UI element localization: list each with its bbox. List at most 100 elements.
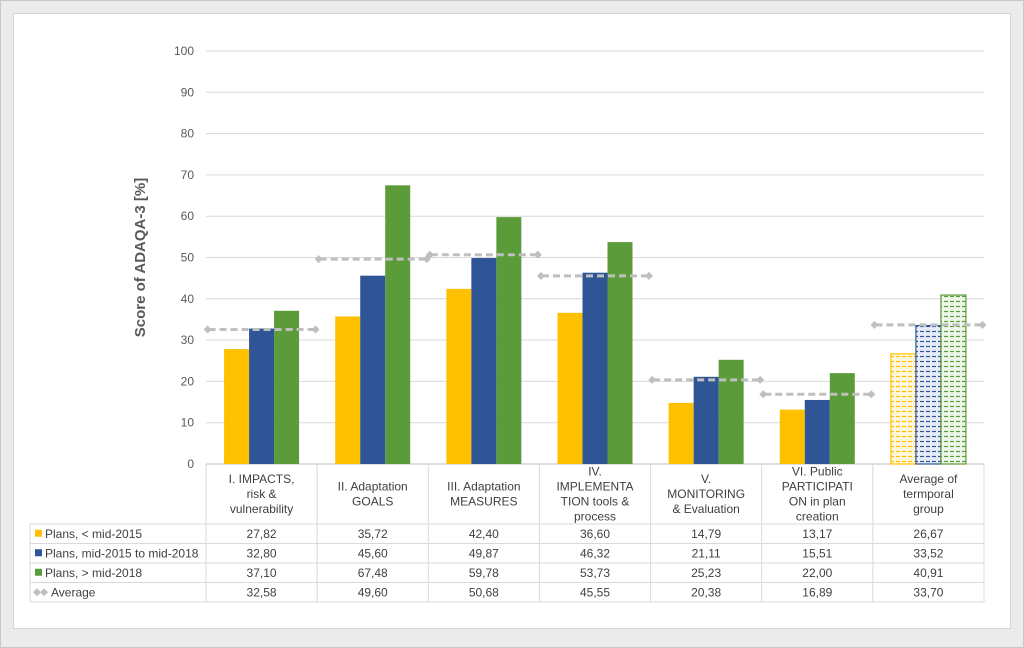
average-diamond <box>756 375 765 384</box>
average-diamond <box>867 390 876 399</box>
bar <box>224 349 250 464</box>
average-diamond <box>645 271 653 280</box>
data-label: 32,80 <box>247 546 277 560</box>
category-label: VI. Public PARTICIPATI ON in plan creation <box>782 465 853 524</box>
chart-panel: 0 10 20 30 40 50 60 70 80 90 100 Score of ADAQA-3 … <box>13 13 1011 629</box>
y-tick-label: 60 <box>181 209 195 223</box>
data-label: 22,00 <box>802 566 832 580</box>
data-label: 26,67 <box>913 527 943 541</box>
bar <box>557 312 583 464</box>
category-label-line: II. Adaptation <box>338 480 408 494</box>
category-label: V. MONITORING & Evaluation <box>667 472 745 516</box>
average-diamond <box>425 250 434 259</box>
category-label-line: vulnerability <box>230 502 293 516</box>
category-label-line: PARTICIPATI <box>782 480 853 494</box>
category-label-line: risk & <box>247 487 277 501</box>
data-label: 27,82 <box>247 527 277 541</box>
y-tick-label: 40 <box>181 292 195 306</box>
bar <box>249 328 275 464</box>
average-marker <box>203 325 320 334</box>
bar <box>274 310 300 464</box>
category-label: Average of termporal group <box>900 472 958 516</box>
average-diamond <box>978 320 987 329</box>
data-label: 32,58 <box>247 585 277 599</box>
legend-key <box>40 588 48 597</box>
y-tick-label: 100 <box>174 44 194 58</box>
category-label: II. Adaptation GOALS <box>338 480 408 509</box>
legend-key <box>33 588 41 597</box>
average-markers <box>203 250 987 399</box>
y-tick-label: 80 <box>181 127 195 141</box>
category-label-line: group <box>913 502 944 516</box>
average-diamond <box>537 271 545 280</box>
category-label-line: GOALS <box>352 495 393 509</box>
category-label-line: termporal <box>903 487 954 501</box>
average-diamond <box>203 325 212 334</box>
bar <box>718 359 744 464</box>
bar <box>385 185 411 464</box>
average-diamond <box>533 250 542 259</box>
data-label: 20,38 <box>691 585 721 599</box>
bar <box>693 376 719 464</box>
category-label-line: MONITORING <box>667 487 745 501</box>
category-label-line: III. Adaptation <box>447 480 520 494</box>
bar <box>940 294 967 465</box>
bars <box>224 185 967 465</box>
category-label: III. Adaptation MEASURES <box>447 480 520 509</box>
bar <box>779 409 805 464</box>
category-label: IV. IMPLEMENTA TION tools & process <box>556 465 633 524</box>
average-diamond <box>759 390 768 399</box>
data-label: 49,87 <box>469 546 499 560</box>
average-marker <box>759 390 876 399</box>
bar <box>446 288 472 464</box>
data-label: 33,52 <box>913 546 943 560</box>
average-diamond <box>870 320 879 329</box>
bar-chart: 0 10 20 30 40 50 60 70 80 90 100 Score of ADAQA-3 … <box>29 44 987 603</box>
data-label: 45,60 <box>358 546 388 560</box>
data-label: 21,11 <box>692 546 721 560</box>
category-label-line: VI. Public <box>792 465 843 479</box>
data-label: 46,32 <box>580 546 610 560</box>
bar <box>360 275 386 464</box>
average-marker <box>870 320 987 329</box>
category-label-line: IV. <box>588 465 602 479</box>
series-label: Plans, mid-2015 to mid-2018 <box>45 546 199 560</box>
average-marker <box>648 375 765 384</box>
category-label-line: & Evaluation <box>672 502 739 516</box>
bar <box>804 399 830 464</box>
data-label: 25,23 <box>691 566 721 580</box>
bar <box>915 324 942 465</box>
category-label-line: MEASURES <box>450 495 517 509</box>
bar <box>335 316 361 464</box>
data-table: I. IMPACTS, risk & vulnerability II. Adapta… <box>29 464 985 603</box>
data-label: 67,48 <box>358 566 388 580</box>
bar <box>582 272 608 464</box>
bar <box>607 242 633 464</box>
data-label: 15,51 <box>802 546 832 560</box>
legend-key <box>35 568 42 576</box>
series-label: Average <box>51 585 96 599</box>
average-diamond <box>648 375 657 384</box>
data-label: 59,78 <box>469 566 499 580</box>
category-label-line: IMPLEMENTA <box>556 480 633 494</box>
bar <box>496 217 522 464</box>
legend-key <box>35 549 42 557</box>
bar <box>890 353 917 465</box>
bar <box>829 373 855 464</box>
series-label: Plans, > mid-2018 <box>45 566 142 580</box>
y-tick-label: 50 <box>181 251 195 265</box>
y-axis-ticks: 0 10 20 30 40 50 60 70 80 90 100 <box>174 44 194 471</box>
category-label-line: Average of <box>900 472 958 486</box>
data-label: 45,55 <box>580 585 610 599</box>
y-tick-label: 70 <box>181 168 195 182</box>
data-label: 37,10 <box>247 566 277 580</box>
category-label-line: I. IMPACTS, <box>229 472 295 486</box>
bar <box>668 402 694 464</box>
category-label: I. IMPACTS, risk & vulnerability <box>229 472 295 516</box>
category-label-line: creation <box>796 510 839 524</box>
y-tick-label: 0 <box>187 457 194 471</box>
y-tick-label: 20 <box>181 374 195 388</box>
data-label: 35,72 <box>358 527 388 541</box>
average-diamond <box>311 325 320 334</box>
